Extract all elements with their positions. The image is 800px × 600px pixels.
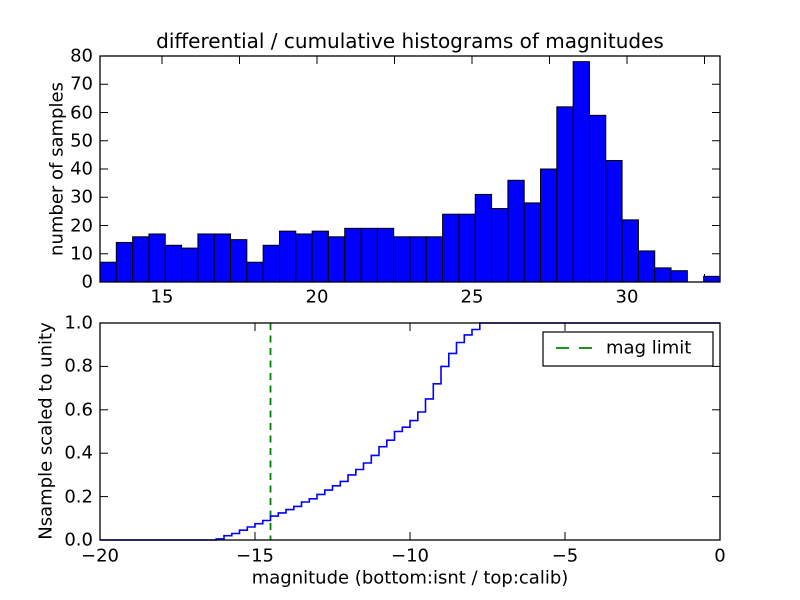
bottom-x-tick-label: −15 [236, 545, 274, 567]
bottom-y-tick-label: 1.0 [64, 312, 93, 334]
bottom-y-tick-label: 0.6 [64, 399, 93, 421]
top-y-tick-label: 50 [70, 130, 93, 152]
top-x-tick-label: 20 [305, 286, 329, 308]
top-y-tick-label: 20 [70, 215, 93, 236]
top-y-axis-label: number of samples [46, 82, 68, 256]
bottom-y-axis-label: Nsample scaled to unity [35, 322, 57, 540]
top-y-tick-label: 60 [70, 102, 93, 123]
bottom-y-tick-label: 0.0 [64, 529, 93, 551]
top-y-tick-label: 40 [70, 158, 93, 180]
bottom-x-tick-label: 0 [714, 545, 726, 567]
bottom-x-tick-label: −5 [551, 545, 579, 567]
bottom-y-tick-label: 0.2 [64, 486, 93, 508]
bottom-x-axis-label: magnitude (bottom:isnt / top:calib) [251, 567, 569, 589]
top-y-tick-label: 10 [70, 243, 93, 265]
top-y-tick-label: 80 [70, 45, 93, 67]
top-y-tick-label: 70 [70, 73, 93, 95]
legend-mag-limit-label: mag limit [606, 337, 692, 359]
chart-title: differential / cumulative histograms of … [156, 29, 664, 53]
top-x-tick-label: 30 [615, 286, 639, 308]
top-x-tick-label: 15 [150, 286, 174, 308]
cumulative-curve [100, 322, 720, 541]
bottom-y-tick-label: 0.4 [64, 442, 93, 464]
top-y-tick-label: 0 [81, 271, 93, 293]
top-y-tick-label: 30 [70, 186, 93, 208]
top-x-tick-label: 25 [460, 286, 484, 308]
legend-box [542, 331, 714, 367]
bottom-x-tick-label: −10 [391, 545, 429, 567]
bottom-x-tick-label: −20 [81, 545, 119, 567]
bottom-y-tick-label: 0.8 [64, 355, 93, 377]
